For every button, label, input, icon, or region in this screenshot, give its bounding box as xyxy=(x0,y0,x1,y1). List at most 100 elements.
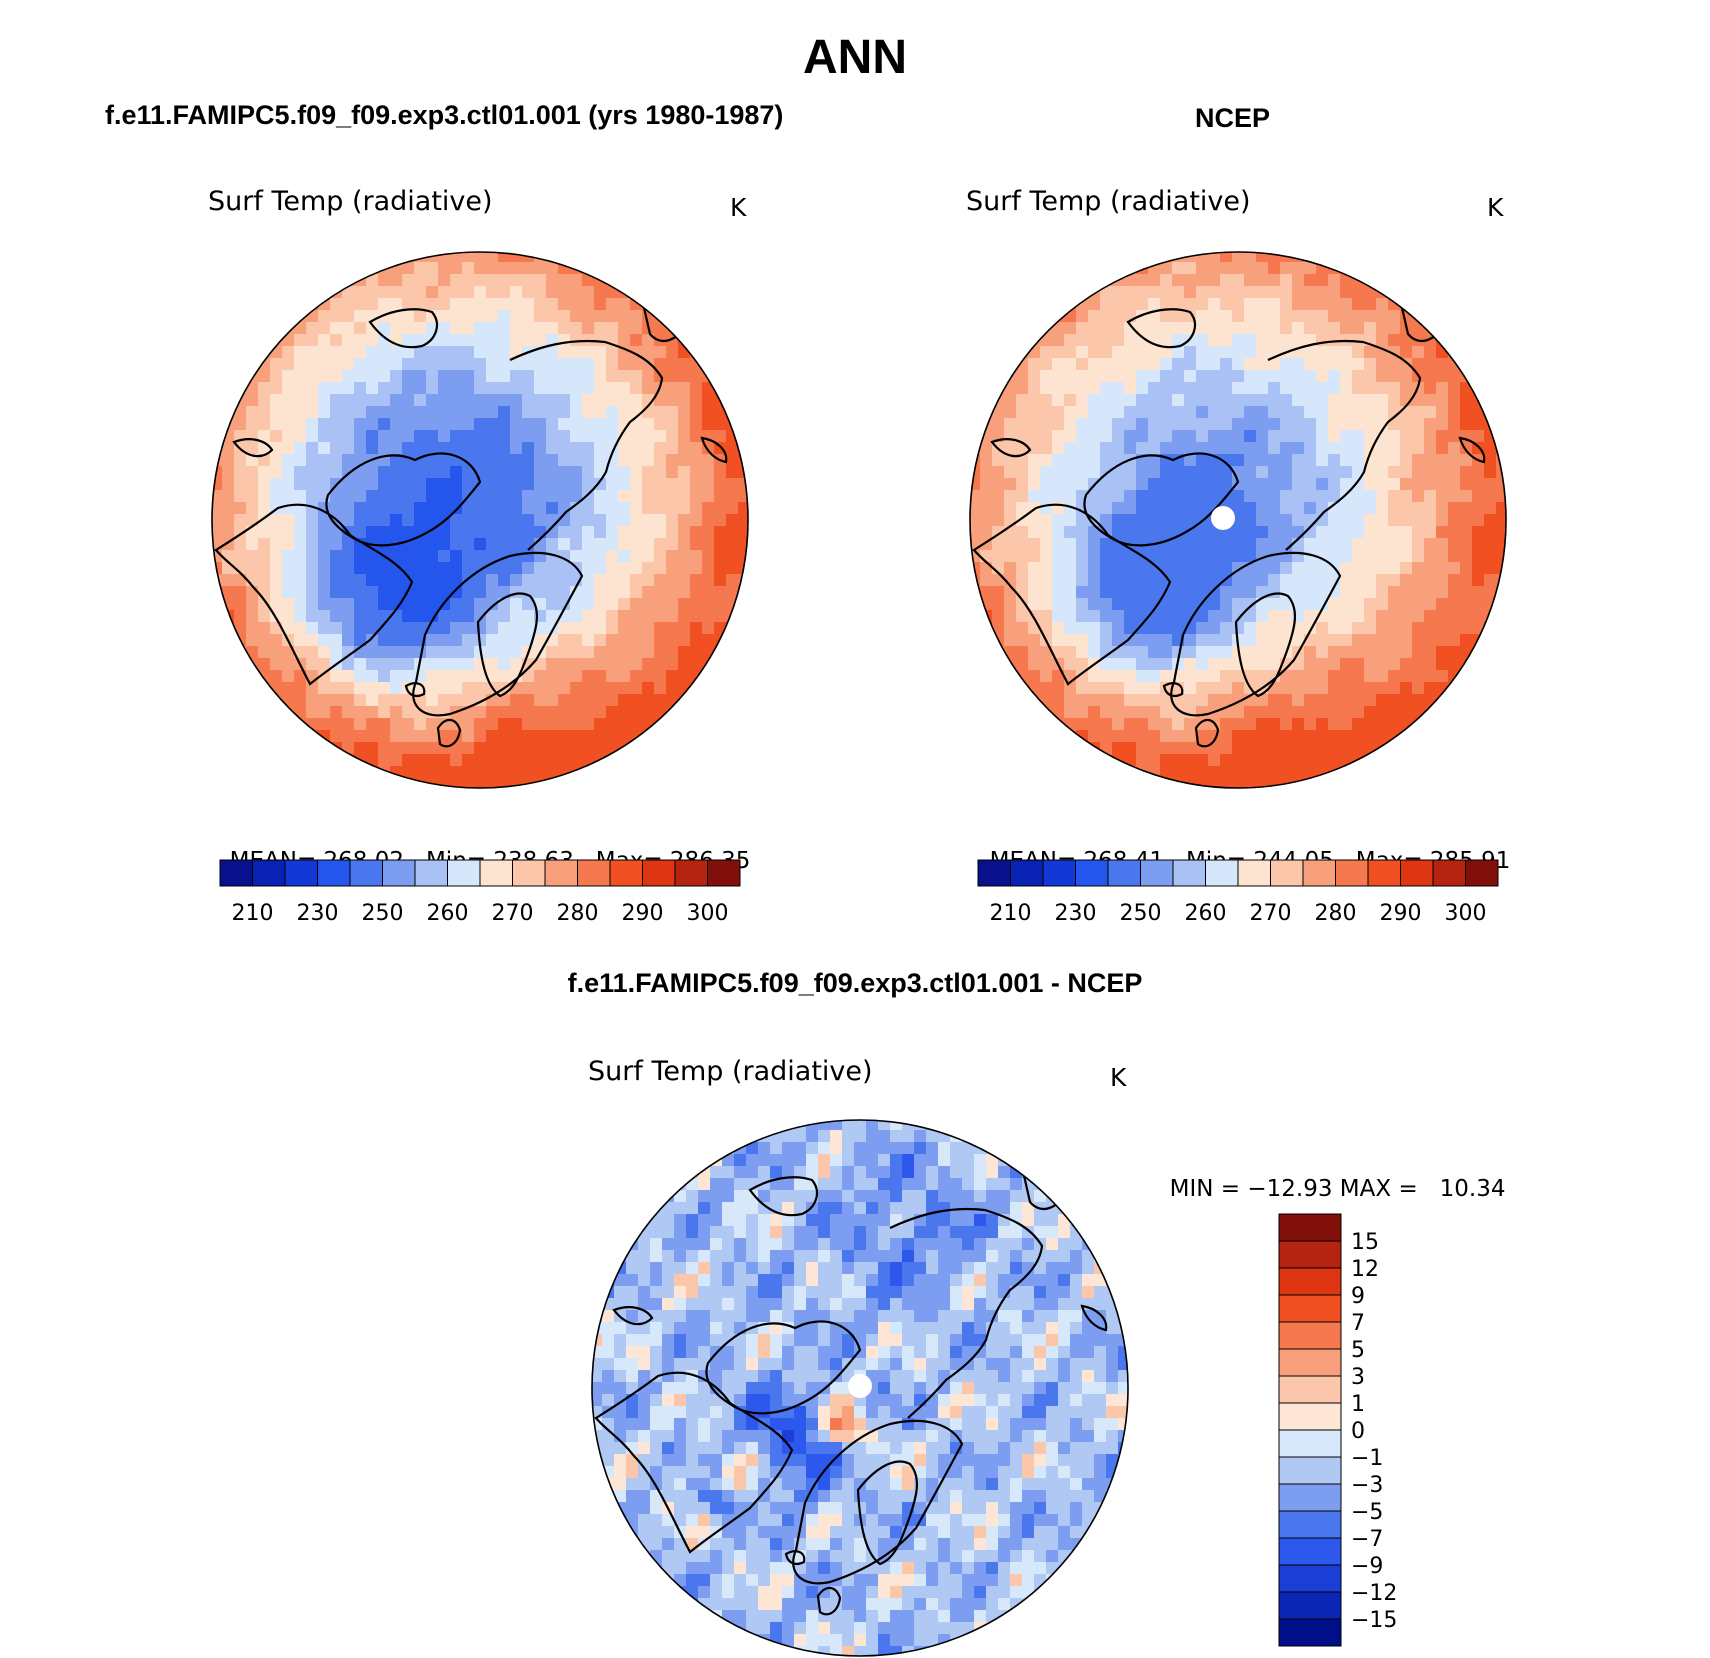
field-cell xyxy=(678,466,691,479)
field-cell xyxy=(1016,490,1029,503)
field-cell xyxy=(710,1322,723,1335)
field-cell xyxy=(246,550,259,563)
field-cell xyxy=(702,670,715,683)
field-cell xyxy=(1400,454,1413,467)
field-cell xyxy=(1118,1370,1128,1383)
field-cell xyxy=(212,430,223,443)
colorbar-box xyxy=(1042,859,1076,887)
field-cell xyxy=(950,1538,963,1551)
field-cell xyxy=(830,1274,843,1287)
field-cell xyxy=(1058,1406,1071,1419)
field-cell xyxy=(378,298,391,311)
field-cell xyxy=(1436,502,1449,515)
field-cell xyxy=(282,658,295,671)
field-cell xyxy=(970,514,981,527)
field-cell xyxy=(570,394,583,407)
field-cell xyxy=(1268,718,1281,731)
field-cell xyxy=(662,1442,675,1455)
field-cell xyxy=(698,1298,711,1311)
field-cell xyxy=(854,1346,867,1359)
field-cell xyxy=(378,334,391,347)
field-cell xyxy=(690,574,703,587)
field-cell xyxy=(1124,526,1137,539)
field-cell xyxy=(818,1226,831,1239)
field-cell xyxy=(1484,526,1497,539)
field-cell xyxy=(474,430,487,443)
field-cell xyxy=(638,1502,651,1515)
field-cell xyxy=(662,1298,675,1311)
field-cell xyxy=(938,1394,951,1407)
field-cell xyxy=(1208,670,1221,683)
field-cell xyxy=(926,1154,939,1167)
field-cell xyxy=(998,1406,1011,1419)
colorbar-tick-label: 250 xyxy=(362,901,404,926)
field-cell xyxy=(1136,478,1149,491)
field-cell xyxy=(342,502,355,515)
field-cell xyxy=(342,706,355,719)
field-cell xyxy=(1136,298,1149,311)
field-cell xyxy=(980,394,993,407)
field-cell xyxy=(582,670,595,683)
field-cell xyxy=(438,730,451,743)
field-cell xyxy=(806,1574,819,1587)
field-cell xyxy=(1106,1442,1119,1455)
field-cell xyxy=(654,718,667,731)
field-cell xyxy=(510,514,523,527)
field-cell xyxy=(462,346,475,359)
field-cell xyxy=(1028,490,1041,503)
field-cell xyxy=(342,718,355,731)
field-cell xyxy=(950,1454,963,1467)
field-cell xyxy=(354,370,367,383)
field-cell xyxy=(1112,358,1125,371)
field-cell xyxy=(674,1262,687,1275)
field-cell xyxy=(486,346,499,359)
field-cell xyxy=(390,406,403,419)
field-cell xyxy=(1364,646,1377,659)
field-cell xyxy=(1052,454,1065,467)
field-cell xyxy=(510,322,523,335)
field-cell xyxy=(726,562,739,575)
field-cell xyxy=(926,1466,939,1479)
field-cell xyxy=(950,1526,963,1539)
field-cell xyxy=(618,574,631,587)
field-cell xyxy=(1424,466,1437,479)
field-cell xyxy=(1316,298,1329,311)
field-cell xyxy=(594,646,607,659)
field-cell xyxy=(1316,778,1329,788)
field-cell xyxy=(654,526,667,539)
field-cell xyxy=(1136,682,1149,695)
field-cell xyxy=(926,1358,939,1371)
field-cell xyxy=(1124,430,1137,443)
field-cell xyxy=(330,670,343,683)
field-cell xyxy=(950,1154,963,1167)
field-cell xyxy=(414,766,427,779)
field-cell xyxy=(450,346,463,359)
field-cell xyxy=(662,1310,675,1323)
field-cell xyxy=(462,742,475,755)
field-cell xyxy=(1244,526,1257,539)
field-cell xyxy=(510,718,523,731)
field-cell xyxy=(1424,574,1437,587)
field-cell xyxy=(402,490,415,503)
field-cell xyxy=(498,298,511,311)
field-cell xyxy=(318,370,331,383)
coastline xyxy=(1234,592,1296,698)
field-cell xyxy=(830,1442,843,1455)
field-cell xyxy=(642,478,655,491)
field-cell xyxy=(1070,1346,1083,1359)
field-cell xyxy=(794,1346,807,1359)
field-cell xyxy=(1364,538,1377,551)
field-cell xyxy=(1328,286,1341,299)
field-cell xyxy=(294,682,307,695)
field-cell xyxy=(1364,406,1377,419)
field-cell xyxy=(642,430,655,443)
field-cell xyxy=(1340,598,1353,611)
field-cell xyxy=(1256,406,1269,419)
field-cell xyxy=(522,514,535,527)
field-cell xyxy=(510,454,523,467)
field-cell xyxy=(318,670,331,683)
field-cell xyxy=(594,406,607,419)
field-cell xyxy=(662,1478,675,1491)
field-cell xyxy=(1388,634,1401,647)
field-cell xyxy=(1376,562,1389,575)
